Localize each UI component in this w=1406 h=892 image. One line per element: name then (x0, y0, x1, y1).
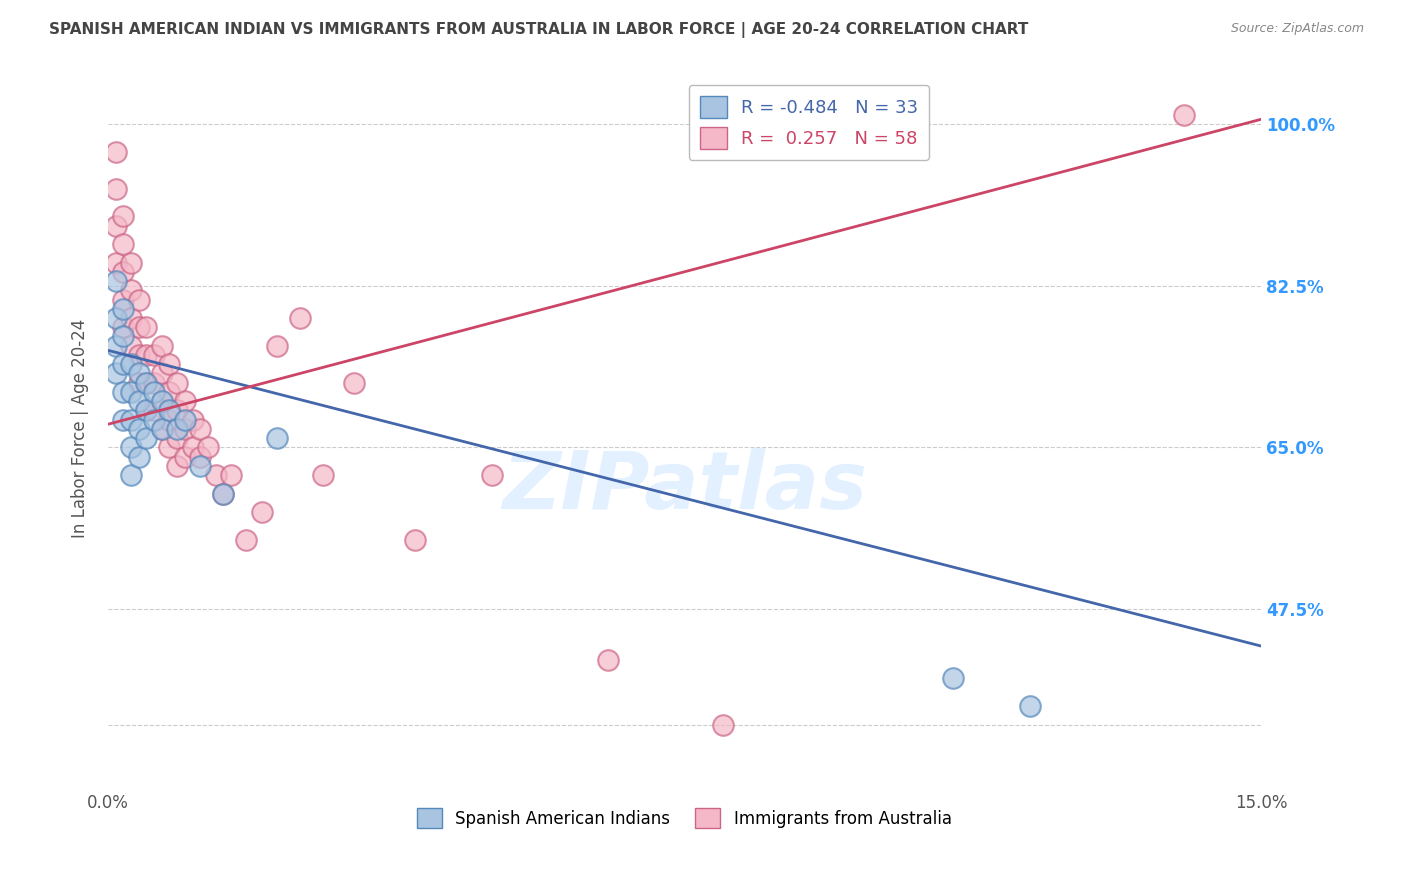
Point (120, 357, 142, 371)
Point (143, 403, 166, 417)
Point (128, 367, 150, 381)
Point (143, 412, 166, 426)
Point (166, 458, 188, 473)
Point (1173, 108, 1195, 122)
Point (135, 376, 157, 390)
Point (219, 468, 242, 483)
Point (197, 441, 219, 455)
Legend: Spanish American Indians, Immigrants from Australia: Spanish American Indians, Immigrants fro… (411, 801, 959, 835)
Point (250, 505, 273, 519)
Point (112, 265, 135, 279)
Point (150, 422, 173, 436)
Point (235, 533, 257, 547)
Point (143, 384, 166, 399)
Point (104, 310, 127, 325)
Point (104, 255, 127, 269)
Y-axis label: In Labor Force | Age 20-24: In Labor Force | Age 20-24 (72, 319, 89, 539)
Point (1019, 699, 1042, 714)
Point (188, 458, 211, 473)
Point (343, 376, 366, 390)
Point (150, 422, 173, 436)
Point (159, 403, 181, 417)
Point (150, 394, 173, 409)
Point (266, 431, 288, 445)
Point (120, 339, 142, 353)
Point (942, 671, 965, 685)
Text: ZIPatlas: ZIPatlas (502, 448, 868, 525)
Point (104, 339, 127, 353)
Point (173, 422, 195, 436)
Point (112, 237, 135, 252)
Point (128, 450, 150, 464)
Point (159, 412, 181, 426)
Point (150, 394, 173, 409)
Point (135, 403, 157, 417)
Point (212, 486, 235, 500)
Point (135, 376, 157, 390)
Point (266, 339, 288, 353)
Point (596, 653, 619, 667)
Point (112, 384, 135, 399)
Point (135, 431, 157, 445)
Point (212, 486, 235, 500)
Point (104, 219, 127, 233)
Point (112, 210, 135, 224)
Point (128, 320, 150, 334)
Point (128, 348, 150, 362)
Point (128, 422, 150, 436)
Point (128, 293, 150, 307)
Point (104, 145, 127, 159)
Point (143, 376, 166, 390)
Point (128, 394, 150, 409)
Point (159, 357, 181, 371)
Point (150, 339, 173, 353)
Point (166, 376, 188, 390)
Point (120, 468, 142, 483)
Point (181, 441, 204, 455)
Point (120, 310, 142, 325)
Point (173, 394, 195, 409)
Point (150, 367, 173, 381)
Point (204, 468, 226, 483)
Point (166, 422, 188, 436)
Point (120, 441, 142, 455)
Point (159, 384, 181, 399)
Point (112, 329, 135, 343)
Point (173, 412, 195, 426)
Point (120, 412, 142, 426)
Point (404, 533, 426, 547)
Point (188, 450, 211, 464)
Point (112, 301, 135, 316)
Point (166, 431, 188, 445)
Point (288, 310, 311, 325)
Point (159, 441, 181, 455)
Point (112, 412, 135, 426)
Point (188, 422, 211, 436)
Point (711, 717, 734, 731)
Point (181, 412, 204, 426)
Point (104, 274, 127, 288)
Text: Source: ZipAtlas.com: Source: ZipAtlas.com (1230, 22, 1364, 36)
Point (112, 357, 135, 371)
Point (135, 320, 157, 334)
Point (135, 348, 157, 362)
Point (481, 468, 503, 483)
Point (120, 384, 142, 399)
Point (135, 403, 157, 417)
Point (166, 403, 188, 417)
Point (128, 376, 150, 390)
Point (173, 450, 195, 464)
Point (312, 468, 335, 483)
Text: SPANISH AMERICAN INDIAN VS IMMIGRANTS FROM AUSTRALIA IN LABOR FORCE | AGE 20-24 : SPANISH AMERICAN INDIAN VS IMMIGRANTS FR… (49, 22, 1029, 38)
Point (112, 320, 135, 334)
Point (104, 181, 127, 195)
Point (120, 283, 142, 297)
Point (104, 367, 127, 381)
Point (112, 293, 135, 307)
Point (120, 255, 142, 269)
Point (143, 348, 166, 362)
